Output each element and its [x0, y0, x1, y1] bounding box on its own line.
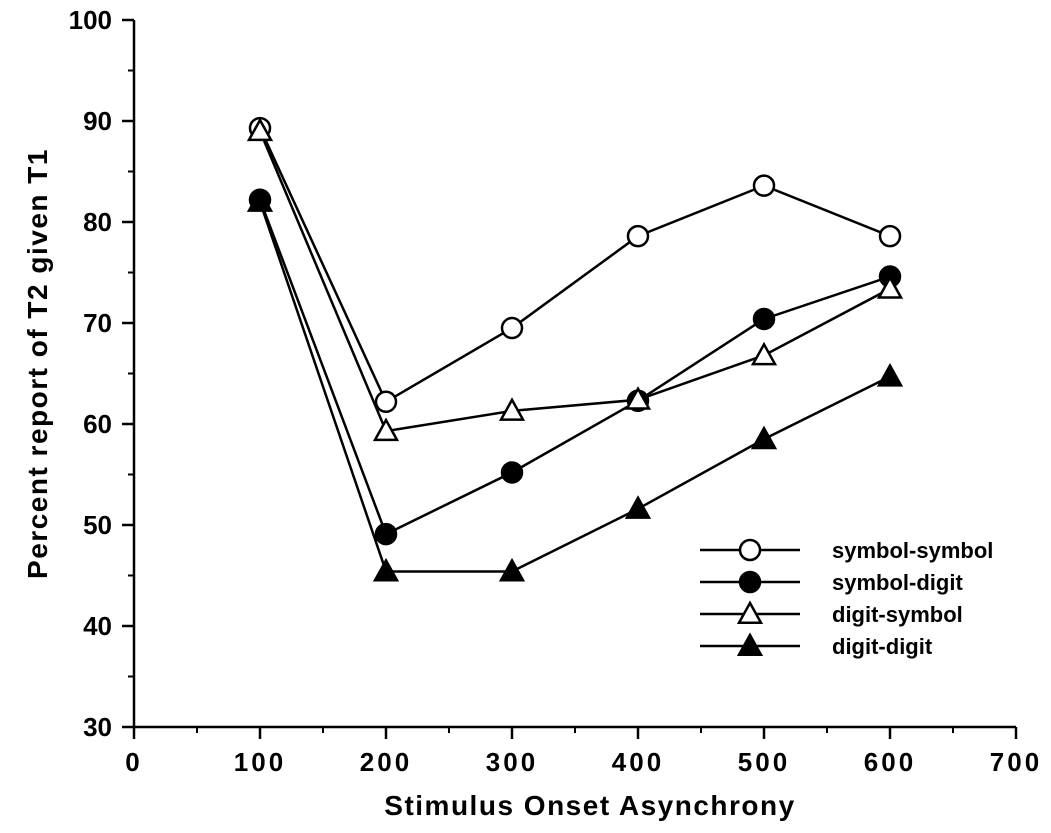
data-point-symbol-symbol [626, 224, 650, 248]
data-point-digit-symbol [498, 397, 526, 421]
data-point-digit-digit [372, 557, 400, 582]
data-point-symbol-digit [500, 461, 524, 484]
legend-label: digit-symbol [832, 602, 963, 627]
legend-entry-digit-digit: digit-digit [700, 632, 933, 659]
data-point-symbol-symbol [752, 174, 776, 197]
series-line-symbol-digit [258, 199, 891, 536]
x-tick-label: 200 [360, 747, 412, 777]
x-axis-title: Stimulus Onset Asynchrony [384, 790, 795, 821]
data-point-digit-digit [498, 557, 526, 582]
series-layer [246, 116, 904, 582]
legend-label: symbol-symbol [832, 538, 993, 563]
y-tick-label: 40 [83, 611, 112, 641]
data-point-symbol-digit [752, 307, 776, 331]
series-digit-digit [246, 188, 904, 582]
legend-label: symbol-digit [832, 570, 963, 595]
series-line-digit-digit [258, 201, 891, 573]
series-line-digit-symbol [258, 130, 891, 433]
series-symbol-digit [248, 188, 902, 546]
x-tick-label: 600 [864, 747, 916, 777]
data-point-symbol-symbol [374, 390, 398, 414]
y-axis-title: Percent report of T2 given T1 [22, 148, 53, 579]
data-point-symbol-symbol [500, 316, 524, 340]
legend-marker [736, 632, 764, 657]
x-tick-label: 700 [990, 747, 1042, 777]
series-digit-symbol [246, 117, 904, 442]
series-symbol-symbol [248, 116, 902, 414]
y-tick-label: 70 [83, 308, 112, 338]
data-point-digit-symbol [372, 417, 400, 442]
x-tick-label: 0 [125, 747, 142, 777]
y-tick-label: 60 [83, 409, 112, 439]
x-tick-label: 300 [486, 747, 538, 777]
legend-marker [736, 600, 764, 625]
data-point-digit-symbol [750, 341, 778, 366]
data-point-digit-digit [876, 362, 904, 387]
data-point-digit-digit [624, 495, 652, 519]
legend-entry-symbol-digit: symbol-digit [700, 570, 963, 595]
series-line-symbol-symbol [258, 127, 891, 404]
data-point-digit-digit [246, 188, 274, 212]
data-point-digit-symbol [246, 117, 274, 142]
legend-marker [738, 570, 762, 594]
data-point-symbol-symbol [878, 224, 902, 248]
data-point-digit-digit [750, 425, 778, 450]
data-point-symbol-digit [374, 522, 398, 546]
legend-entry-symbol-symbol: symbol-symbol [700, 538, 993, 563]
legend-label: digit-digit [832, 634, 933, 659]
ticks: 30 40 50 60 70 80 90 100 0 100 200 300 400 500 600 700 [69, 5, 1042, 777]
legend-entry-digit-symbol: digit-symbol [700, 600, 963, 627]
legend-marker [738, 538, 762, 562]
y-tick-label: 80 [83, 207, 112, 237]
x-tick-label: 500 [738, 747, 790, 777]
legend: symbol-symbol symbol-digit digit-symbol dig… [700, 538, 993, 659]
x-tick-label: 400 [612, 747, 664, 777]
y-tick-label: 50 [83, 510, 112, 540]
y-tick-label: 100 [69, 5, 112, 35]
data-point-digit-symbol [624, 386, 652, 410]
x-tick-label: 100 [234, 747, 286, 777]
y-tick-label: 90 [83, 106, 112, 136]
data-point-digit-symbol [876, 275, 904, 299]
y-tick-label: 30 [83, 712, 112, 742]
